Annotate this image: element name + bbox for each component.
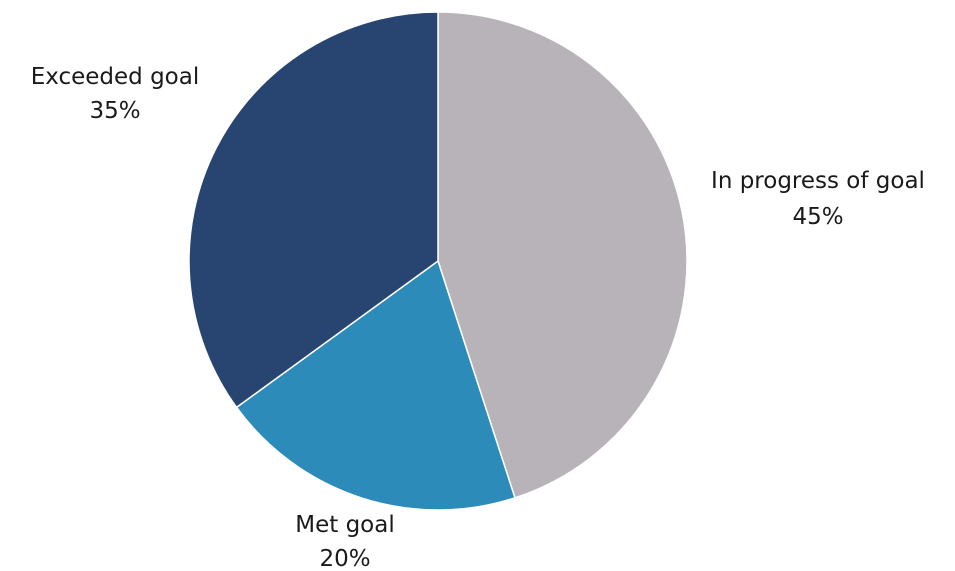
slice-label-exceeded-goal-name: Exceeded goal — [31, 64, 200, 90]
slice-met-goal — [235, 259, 516, 511]
slice-label-exceeded-goal-value: 35% — [89, 98, 140, 124]
slice-label-in-progress-name: In progress of goal — [711, 168, 925, 194]
pie-slices — [188, 11, 688, 511]
slice-label-in-progress-value: 45% — [792, 204, 843, 230]
slice-label-met-goal-name: Met goal — [295, 512, 394, 538]
slice-label-met-goal-value: 20% — [319, 546, 370, 571]
slice-in-progress-of-goal — [437, 11, 688, 499]
slice-exceeded-goal — [188, 11, 439, 409]
